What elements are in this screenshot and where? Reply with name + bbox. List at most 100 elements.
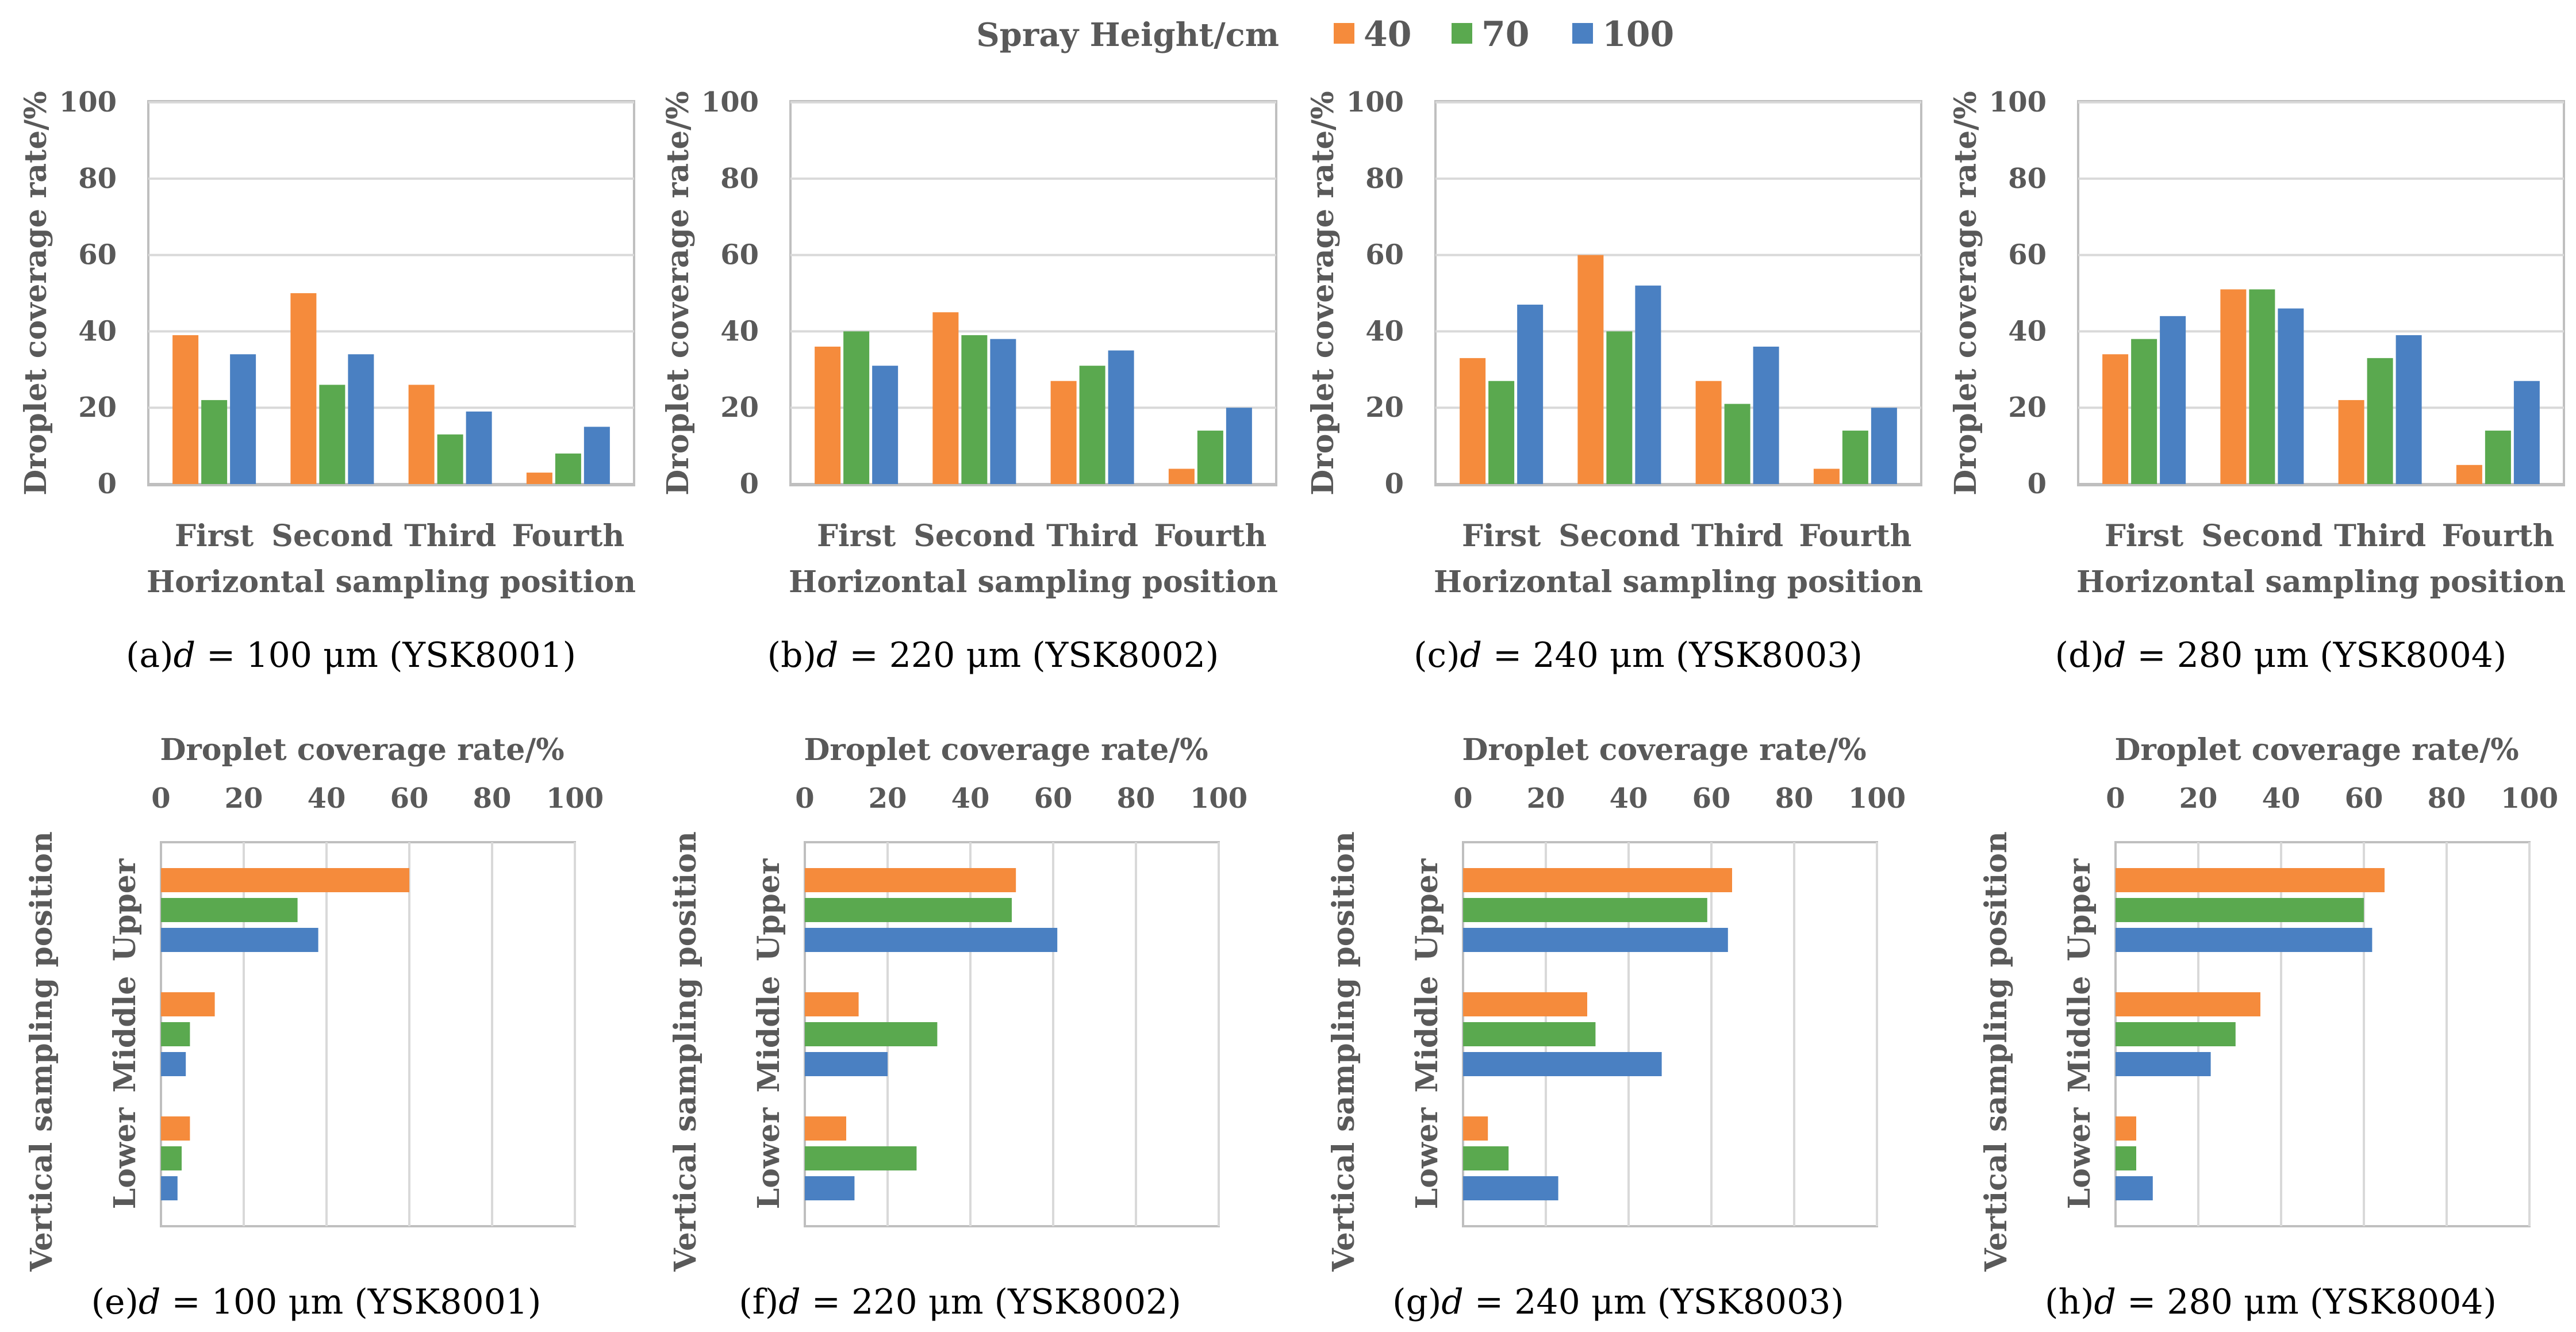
bar-third-40 [1050, 381, 1077, 484]
x-tick-label: First [1462, 519, 1541, 554]
bar-third-70 [437, 434, 463, 484]
bar-third-40 [408, 385, 435, 484]
y-axis-title: Droplet coverage rate/% [661, 91, 696, 495]
bar-fourth-40 [1813, 469, 1840, 484]
y-tick-label: Upper [108, 858, 143, 961]
bar-first-70 [843, 331, 870, 484]
x-tick-label: 20 [225, 782, 263, 815]
y-tick-label: Middle [108, 976, 143, 1093]
bar-fourth-70 [555, 453, 581, 484]
y-tick-label: 80 [2008, 163, 2047, 195]
x-axis-title: Horizontal sampling position [789, 565, 1278, 600]
panel-f: 0 20 40 60 80 100 Droplet coverage rate/% Upper… [668, 732, 1247, 1322]
x-tick-label: Fourth [2441, 519, 2554, 554]
bar-lower-40 [1463, 1116, 1488, 1141]
caption-prefix: (g) [1392, 1282, 1441, 1322]
bar-third-70 [1079, 366, 1105, 484]
bar-third-70 [1724, 404, 1750, 484]
bar-upper-40 [1463, 868, 1732, 892]
bar-middle-40 [2116, 992, 2260, 1016]
caption-rest: = 100 μm (YSK8001) [160, 1282, 541, 1322]
x-tick-label: Third [404, 519, 496, 554]
x-tick-label: 40 [951, 782, 990, 815]
y-axis-title: Vertical sampling position [1979, 831, 2014, 1272]
bar-lower-100 [2116, 1176, 2153, 1200]
bar-second-100 [1635, 285, 1661, 484]
x-tick-label: 20 [869, 782, 907, 815]
bar-upper-40 [2116, 868, 2385, 892]
x-tick-label: 40 [2262, 782, 2301, 815]
x-tick-label: 80 [1775, 782, 1814, 815]
bar-first-100 [872, 366, 899, 484]
legend: Spray Height/cm 40 70 100 [976, 14, 1674, 55]
caption-3: (d)d = 280 μm (YSK8004) [2055, 635, 2507, 675]
bar-third-40 [2338, 400, 2364, 484]
x-tick-label: 60 [1692, 782, 1731, 815]
panel-g: 0 20 40 60 80 100 Droplet coverage rate/% Upper… [1326, 732, 1906, 1322]
legend-swatch-40 [1334, 23, 1354, 44]
bar-fourth-40 [526, 473, 552, 484]
y-tick-label: 20 [2008, 391, 2047, 424]
bar-first-70 [201, 400, 228, 484]
y-tick-label: Middle [751, 976, 786, 1093]
caption-7: (h)d = 280 μm (YSK8004) [2045, 1282, 2497, 1322]
x-tick-label: 80 [1117, 782, 1155, 815]
bar-middle-100 [805, 1052, 888, 1076]
y-tick-label: 100 [59, 86, 117, 118]
y-axis-title: Droplet coverage rate/% [1948, 91, 1983, 495]
x-tick-label: Fourth [1799, 519, 1911, 554]
bar-middle-70 [161, 1022, 190, 1046]
y-tick-label: Upper [2062, 858, 2097, 961]
bar-upper-100 [161, 928, 318, 952]
bar-fourth-40 [1168, 469, 1195, 484]
bar-lower-70 [805, 1146, 917, 1170]
bar-middle-40 [805, 992, 859, 1016]
bar-second-40 [2220, 289, 2247, 484]
bar-first-40 [815, 346, 841, 484]
legend-swatch-100 [1572, 23, 1593, 44]
panel-d: 0 20 40 60 80 100 First Second Third Fourth Horizo… [1948, 86, 2566, 675]
y-axis-title: Vertical sampling position [24, 831, 59, 1272]
bar-middle-100 [161, 1052, 186, 1076]
y-tick-label: 80 [78, 163, 117, 195]
bar-upper-40 [161, 868, 409, 892]
bar-upper-70 [805, 898, 1012, 922]
y-axis-title: Droplet coverage rate/% [1306, 91, 1341, 495]
bar-lower-100 [1463, 1176, 1558, 1200]
bar-fourth-70 [1842, 431, 1868, 484]
caption-rest: = 280 μm (YSK8004) [2126, 635, 2506, 675]
y-tick-label: 60 [1365, 239, 1404, 271]
y-tick-label: 40 [720, 315, 759, 347]
y-tick-label: Upper [1410, 858, 1445, 961]
caption-prefix: (b) [767, 635, 816, 675]
y-axis-title: Vertical sampling position [1326, 831, 1361, 1272]
caption-0: (a)d = 100 μm (YSK8001) [126, 635, 576, 675]
y-tick-label: 40 [1365, 315, 1404, 347]
legend-swatch-70 [1452, 23, 1472, 44]
caption-var: d [1441, 1282, 1463, 1322]
bar-middle-40 [161, 992, 215, 1016]
y-tick-label: 40 [78, 315, 117, 347]
x-tick-label: 60 [1034, 782, 1073, 815]
y-tick-label: 0 [98, 468, 117, 500]
caption-var: d [174, 635, 195, 675]
y-tick-label: 100 [1989, 86, 2047, 118]
bar-second-40 [932, 312, 959, 484]
bar-fourth-40 [2456, 465, 2482, 484]
bar-third-100 [1108, 350, 1134, 484]
y-tick-label: Lower [108, 1107, 143, 1209]
bar-fourth-70 [2485, 431, 2511, 484]
bar-second-100 [2278, 308, 2304, 484]
y-tick-label: 80 [720, 163, 759, 195]
panel-a: 0 20 40 60 80 100 First Second Third Fourth Horizo… [18, 86, 636, 675]
bar-upper-100 [805, 928, 1058, 952]
x-tick-label: Fourth [512, 519, 624, 554]
y-tick-label: 0 [2028, 468, 2047, 500]
x-tick-label: 20 [2179, 782, 2218, 815]
x-tick-label: 0 [1453, 782, 1472, 815]
bar-second-100 [990, 339, 1016, 484]
caption-1: (b)d = 220 μm (YSK8002) [767, 635, 1219, 675]
y-tick-label: 20 [1365, 391, 1404, 424]
x-tick-label: Third [2334, 519, 2426, 554]
